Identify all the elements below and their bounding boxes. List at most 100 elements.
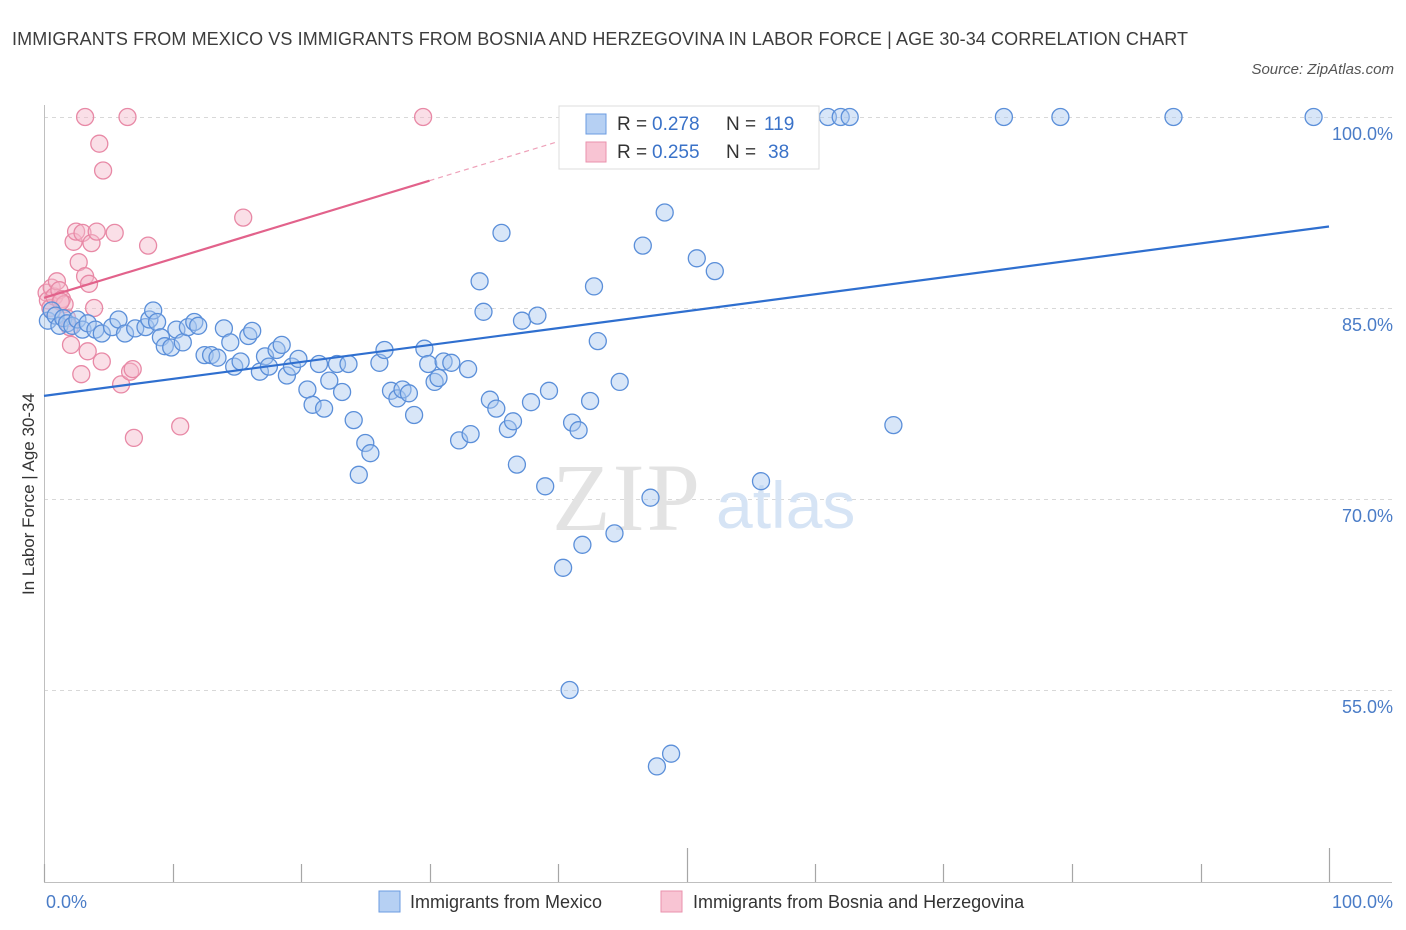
mexico-point-99 <box>647 757 667 776</box>
bosnia-point-20 <box>84 298 104 318</box>
bosnia-point-15 <box>73 223 92 243</box>
mexico-point-106 <box>751 472 771 491</box>
source-label: Source: ZipAtlas.com <box>1251 61 1394 78</box>
legend-swatch-bosnia <box>585 141 607 163</box>
mexico-point-89 <box>569 421 588 440</box>
mexico-point-113 <box>1051 107 1070 127</box>
mexico-point-80 <box>507 455 527 474</box>
bosnia-point-25 <box>105 223 124 243</box>
mexico-point-71 <box>458 359 478 379</box>
series-legend: Immigrants from Mexico Immigrants from B… <box>378 890 1025 913</box>
bosnia-point-27 <box>120 362 140 381</box>
mexico-point-14 <box>115 324 135 343</box>
legend-n-value-bosnia: 38 <box>768 142 789 163</box>
mexico-point-111 <box>884 415 903 435</box>
mexico-point-55 <box>356 433 375 453</box>
mexico-point-56 <box>361 444 380 463</box>
mexico-point-94 <box>605 524 624 543</box>
series-legend-swatch-mexico <box>378 890 401 913</box>
bosnia-point-24 <box>92 352 111 371</box>
mexico-point-36 <box>243 321 262 341</box>
series-legend-swatch-bosnia <box>660 890 683 913</box>
mexico-point-84 <box>536 477 555 496</box>
mexico-point-38 <box>255 347 275 366</box>
mexico-trend-line <box>43 225 1330 397</box>
legend-r-label-mexico: R = <box>617 114 652 135</box>
bosnia-point-28 <box>123 359 142 379</box>
mexico-point-79 <box>503 412 523 431</box>
bosnia-point-11 <box>61 335 81 355</box>
y-tick-labels: 55.0% 70.0% 85.0% 100.0% <box>1332 124 1393 717</box>
y-tick-label-55: 55.0% <box>1342 697 1393 717</box>
y-tick-label-70: 70.0% <box>1342 506 1393 526</box>
mexico-point-114 <box>1164 107 1183 127</box>
watermark: ZIP atlas <box>552 444 855 551</box>
bosnia-point-35 <box>118 107 137 127</box>
mexico-point-92 <box>584 277 604 296</box>
bosnia-trend-line <box>43 179 430 299</box>
mexico-point-81 <box>512 311 532 330</box>
mexico-point-82 <box>521 393 541 412</box>
mexico-point-97 <box>633 236 652 255</box>
mexico-point-110 <box>840 107 859 127</box>
mexico-point-11 <box>92 324 111 343</box>
mexico-point-34 <box>231 352 250 371</box>
mexico-point-60 <box>388 389 407 408</box>
bosnia-point-13 <box>66 222 86 241</box>
y-tick-label-100: 100.0% <box>1332 124 1393 144</box>
mexico-point-7 <box>68 310 87 329</box>
mexico-point-19 <box>147 312 167 332</box>
mexico-point-65 <box>419 354 438 374</box>
mexico-point-41 <box>272 335 291 355</box>
mexico-point-52 <box>339 354 358 374</box>
series-legend-label-bosnia: Immigrants from Bosnia and Herzegovina <box>693 892 1025 912</box>
bosnia-point-30 <box>138 236 158 255</box>
gridlines <box>44 117 1392 691</box>
mexico-point-87 <box>560 680 579 700</box>
mexico-point-44 <box>289 349 308 369</box>
legend-r-label-bosnia: R = <box>617 142 652 163</box>
bosnia-point-36 <box>413 107 433 127</box>
correlation-legend: R = 0.278 N = 119 R = 0.255 N = 38 <box>558 105 820 170</box>
x-tick-label-max: 100.0% <box>1332 892 1393 912</box>
legend-n-value-mexico: 119 <box>764 114 794 135</box>
mexico-point-45 <box>298 380 317 399</box>
bosnia-point-19 <box>82 233 101 253</box>
mexico-point-48 <box>314 399 334 418</box>
mexico-point-72 <box>461 424 480 444</box>
bosnia-points <box>37 107 433 448</box>
mexico-point-103 <box>687 249 706 268</box>
mexico-point-83 <box>528 306 547 325</box>
mexico-point-32 <box>221 333 240 352</box>
mexico-point-68 <box>434 352 453 371</box>
watermark-atlas: atlas <box>716 468 855 542</box>
y-axis-title: In Labor Force | Age 30-34 <box>19 393 38 595</box>
bosnia-point-22 <box>90 134 109 153</box>
mexico-point-101 <box>661 744 681 763</box>
chart-title: IMMIGRANTS FROM MEXICO VS IMMIGRANTS FRO… <box>12 29 1189 49</box>
mexico-point-18 <box>144 301 163 320</box>
mexico-point-46 <box>303 395 322 414</box>
trend-lines <box>43 117 1330 397</box>
bosnia-point-29 <box>124 428 144 448</box>
legend-r-value-bosnia: 0.255 <box>652 142 700 163</box>
mexico-point-27 <box>189 316 208 335</box>
mexico-point-49 <box>320 371 339 390</box>
bosnia-point-33 <box>72 365 91 384</box>
mexico-point-63 <box>404 405 424 425</box>
x-tick-label-min: 0.0% <box>46 892 87 912</box>
mexico-point-64 <box>415 339 434 358</box>
mexico-point-70 <box>449 431 469 450</box>
bosnia-point-34 <box>75 107 95 127</box>
mexico-point-77 <box>492 223 511 243</box>
mexico-point-21 <box>155 337 174 356</box>
bosnia-point-23 <box>93 161 113 180</box>
mexico-point-112 <box>994 107 1014 127</box>
mexico-point-22 <box>162 338 181 357</box>
mexico-point-86 <box>553 558 573 577</box>
legend-swatch-mexico <box>585 113 607 135</box>
series-legend-label-mexico: Immigrants from Mexico <box>410 892 602 912</box>
mexico-point-95 <box>610 372 629 392</box>
mexico-point-88 <box>562 413 582 432</box>
